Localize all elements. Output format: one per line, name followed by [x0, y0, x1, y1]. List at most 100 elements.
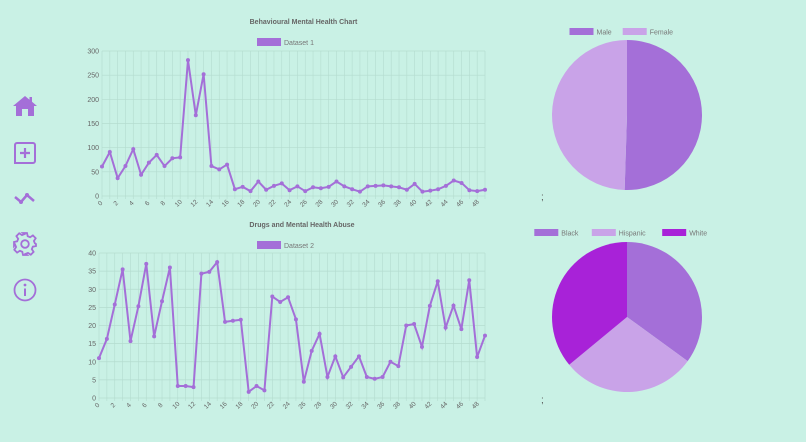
x-tick-label: 14	[203, 400, 213, 410]
data-point	[240, 184, 245, 189]
data-point	[271, 183, 276, 188]
x-tick-label: 0	[94, 402, 102, 410]
separator: ;	[541, 192, 544, 203]
data-point	[428, 188, 433, 193]
x-tick-label: 34	[361, 198, 371, 208]
data-point	[419, 344, 424, 349]
data-point	[287, 188, 292, 193]
data-point	[278, 299, 283, 304]
data-point	[334, 179, 339, 184]
data-point	[467, 188, 472, 193]
data-point	[144, 261, 149, 266]
legend-label: Dataset 1	[284, 40, 314, 47]
data-point	[404, 187, 409, 192]
x-tick-label: 24	[283, 198, 293, 208]
data-point	[120, 267, 125, 272]
x-tick-label: 2	[113, 200, 121, 208]
y-tick-label: 35	[88, 269, 96, 276]
x-tick-label: 46	[455, 400, 465, 410]
legend-swatch	[257, 38, 281, 46]
legend-label: Hispanic	[619, 231, 646, 238]
x-tick-label: 30	[329, 400, 339, 410]
x-tick-label: 16	[219, 400, 229, 410]
x-tick-label: 4	[128, 200, 136, 208]
separator: ;	[541, 395, 544, 406]
data-point	[104, 336, 109, 341]
data-point	[185, 58, 190, 63]
data-point	[107, 150, 112, 155]
data-point	[404, 323, 409, 328]
data-point	[380, 374, 385, 379]
pie-slice-black	[627, 242, 703, 362]
data-point	[136, 304, 141, 309]
x-tick-label: 32	[346, 198, 356, 208]
data-point	[309, 348, 314, 353]
data-point	[207, 269, 212, 274]
y-tick-label: 0	[95, 194, 99, 201]
x-tick-label: 38	[393, 198, 403, 208]
x-tick-label: 22	[268, 198, 278, 208]
x-tick-label: 46	[455, 198, 465, 208]
data-point	[349, 364, 354, 369]
trend-icon[interactable]	[12, 186, 38, 212]
chart-title: Behavioural Mental Health Chart	[250, 19, 358, 26]
x-tick-label: 14	[205, 198, 215, 208]
y-tick-label: 0	[92, 396, 96, 403]
x-tick-label: 28	[314, 198, 324, 208]
x-tick-label: 16	[221, 198, 231, 208]
y-tick-label: 300	[87, 49, 99, 56]
y-tick-label: 150	[87, 121, 99, 128]
data-point	[191, 385, 196, 390]
data-point	[201, 72, 206, 77]
add-icon[interactable]	[12, 140, 38, 166]
x-tick-label: 6	[141, 402, 149, 410]
data-point	[451, 178, 456, 183]
x-tick-label: 10	[171, 400, 181, 410]
data-point	[412, 181, 417, 186]
info-icon[interactable]	[12, 277, 38, 303]
y-tick-label: 5	[92, 377, 96, 384]
data-point	[435, 279, 440, 284]
data-point	[246, 389, 251, 394]
data-point	[388, 359, 393, 364]
y-tick-label: 30	[88, 287, 96, 294]
data-point	[381, 183, 386, 188]
x-tick-label: 36	[376, 400, 386, 410]
home-icon[interactable]	[12, 93, 38, 119]
data-point	[396, 364, 401, 369]
x-tick-label: 30	[330, 198, 340, 208]
gear-icon[interactable]	[12, 231, 38, 257]
x-tick-label: 48	[471, 400, 481, 410]
data-point	[167, 265, 172, 270]
legend-swatch	[591, 229, 616, 236]
x-tick-label: 6	[144, 200, 152, 208]
x-tick-label: 26	[299, 198, 309, 208]
data-point	[215, 260, 220, 265]
data-point	[160, 299, 165, 304]
data-point	[427, 303, 432, 308]
data-point	[357, 189, 362, 194]
legend-label: Dataset 2	[284, 243, 314, 250]
data-point	[350, 187, 355, 192]
data-point	[365, 184, 370, 189]
data-point	[170, 156, 175, 161]
data-point	[193, 113, 198, 118]
data-point	[301, 379, 306, 384]
data-point	[199, 271, 204, 276]
data-point	[254, 384, 259, 389]
data-point	[326, 184, 331, 189]
data-point	[436, 187, 441, 192]
data-point	[389, 184, 394, 189]
data-point	[318, 186, 323, 191]
y-tick-label: 250	[87, 73, 99, 80]
chart-title: Drugs and Mental Health Abuse	[249, 222, 354, 229]
x-tick-label: 2	[110, 402, 118, 410]
legend-swatch	[622, 28, 647, 35]
data-point	[317, 331, 322, 336]
legend-label: Male	[597, 30, 612, 37]
data-point	[372, 376, 377, 381]
data-point	[420, 189, 425, 194]
data-point	[443, 183, 448, 188]
data-point	[459, 180, 464, 185]
